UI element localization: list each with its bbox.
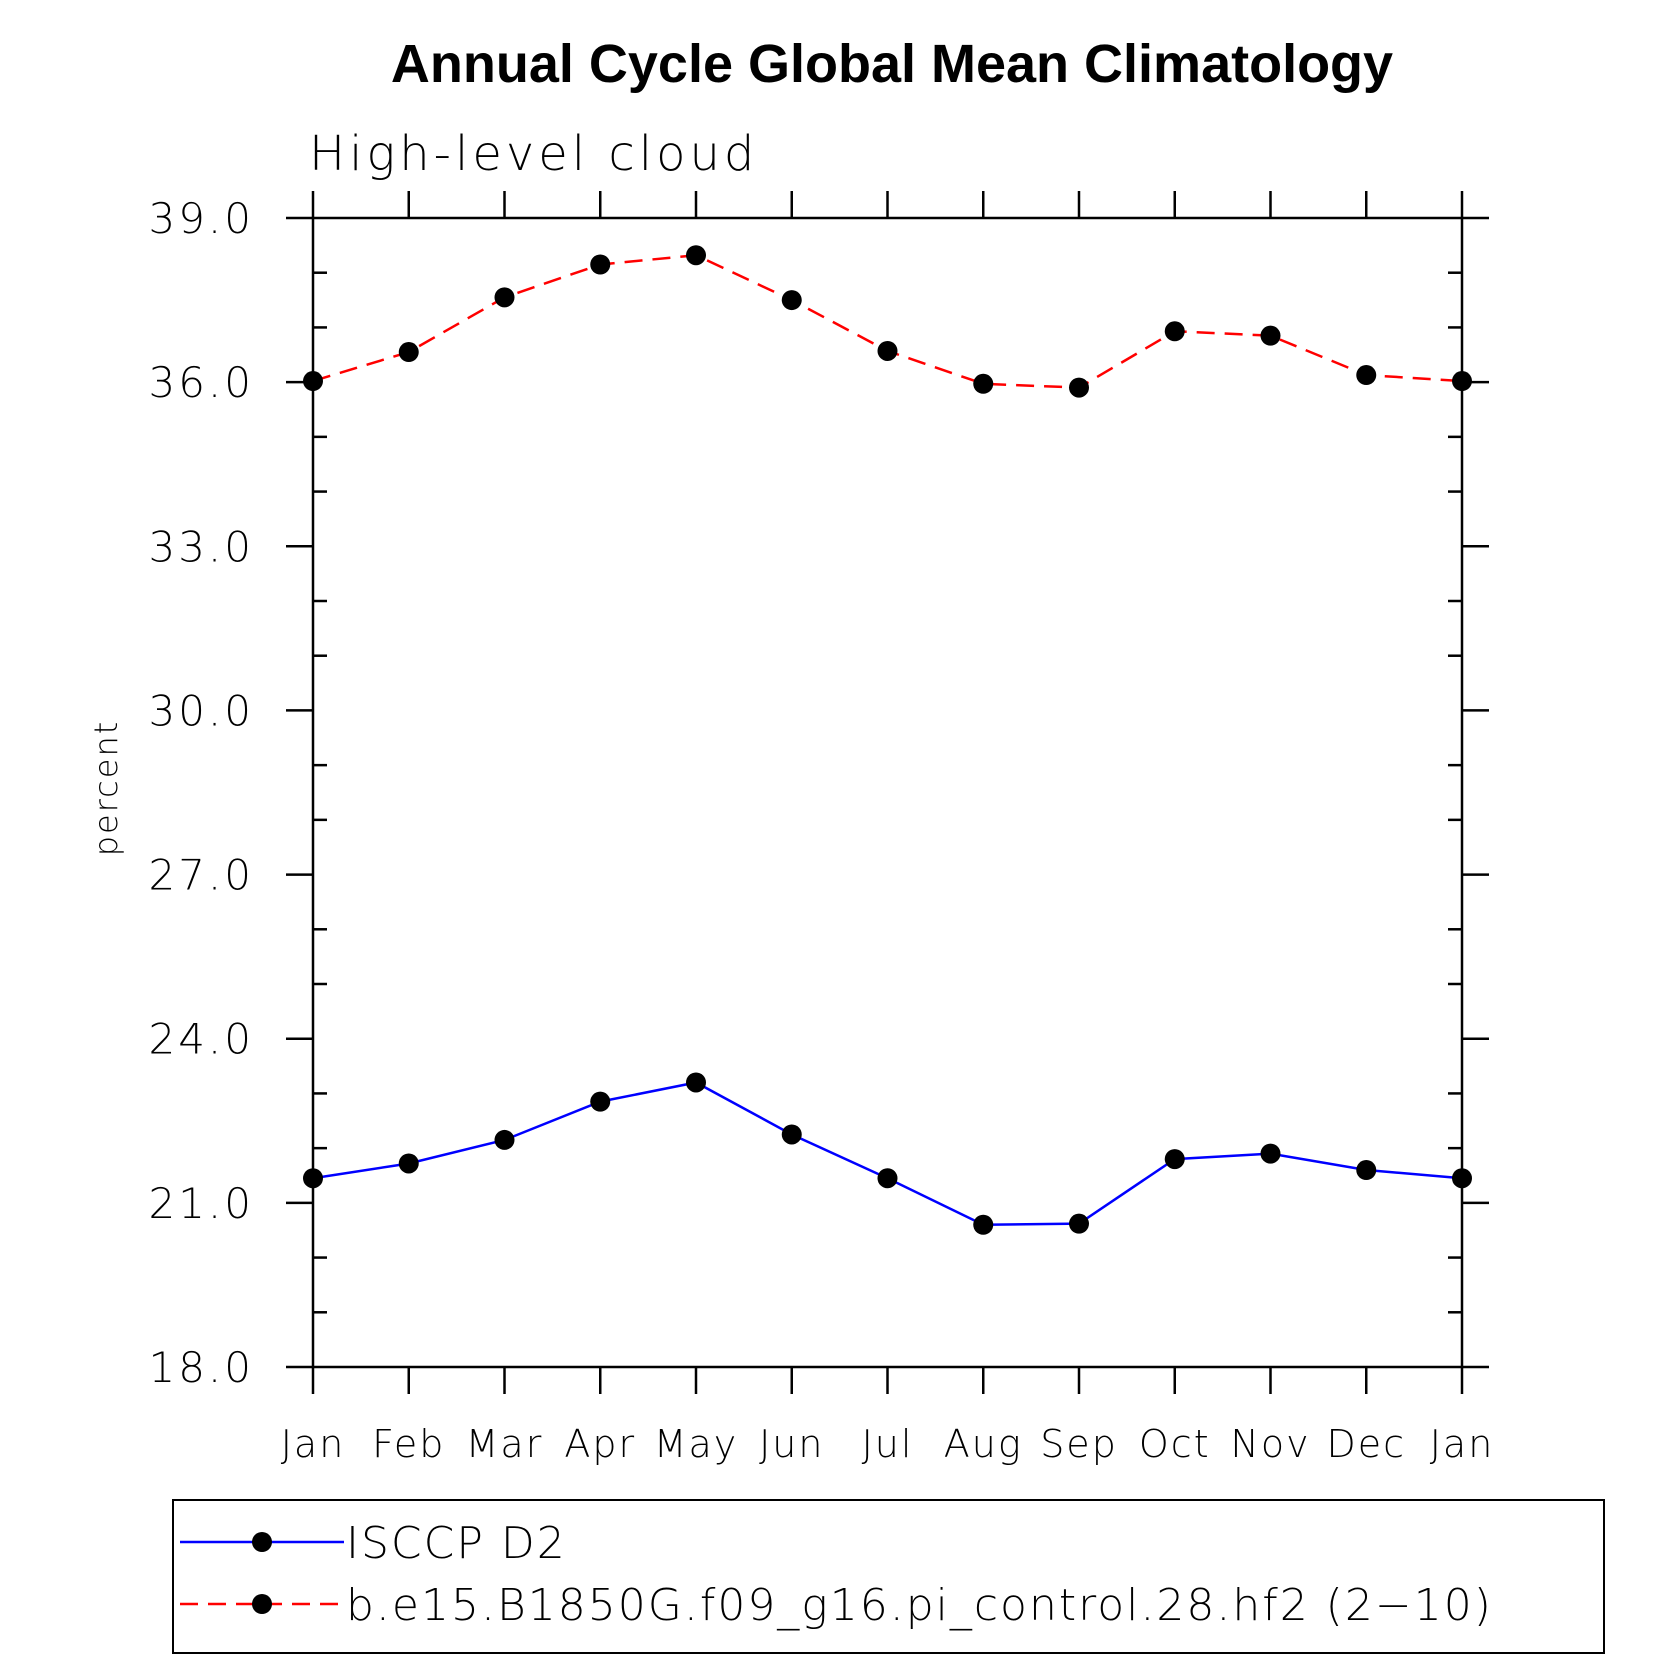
data-point <box>398 342 419 363</box>
series-layer <box>303 245 1472 1235</box>
data-point <box>494 1129 515 1150</box>
x-tick-label: Aug <box>944 1422 1023 1466</box>
legend-box <box>172 1499 1605 1654</box>
data-point <box>590 1091 611 1112</box>
data-point <box>973 1214 994 1235</box>
series-line <box>312 1081 1463 1226</box>
x-tick-label: Mar <box>466 1422 544 1466</box>
y-tick-label: 36.0 <box>148 358 254 407</box>
x-tick-label: Jan <box>281 1422 346 1466</box>
data-point <box>494 287 515 308</box>
data-point <box>877 340 898 361</box>
x-tick-labels: Jan Feb Mar Apr May Jun Jul Aug Sep Oct Nov Dec Jan <box>281 1422 1495 1466</box>
legend-entry: ISCCP D2 <box>180 1518 567 1569</box>
data-point <box>686 1072 706 1093</box>
series-line <box>312 253 1463 389</box>
y-tick-label: 18.0 <box>148 1343 254 1392</box>
x-tick-label: Sep <box>1040 1422 1118 1466</box>
data-point <box>303 371 323 392</box>
legend-marker <box>252 1594 272 1614</box>
data-point <box>973 373 994 394</box>
data-point <box>1260 1143 1281 1164</box>
series-1 <box>303 1072 1472 1235</box>
x-tick-label: Nov <box>1230 1422 1310 1466</box>
x-tick-label: Feb <box>372 1422 445 1466</box>
y-tick-label: 24.0 <box>148 1015 254 1064</box>
y-tick-label: 39.0 <box>148 194 254 243</box>
data-point <box>1164 1149 1185 1170</box>
data-point <box>1164 321 1185 342</box>
legend-entry: b.e15.B1850G.f09_g16.pi_control.28.hf2 (… <box>180 1580 1493 1631</box>
data-point <box>1069 1213 1089 1234</box>
x-tick-label: Jun <box>759 1422 824 1466</box>
data-point <box>303 1168 323 1189</box>
x-tick-label: Jan <box>1430 1422 1495 1466</box>
data-point <box>781 1124 802 1145</box>
chart-title: Annual Cycle Global Mean Climatology <box>391 34 1393 94</box>
chart-subtitle: High-level cloud <box>309 126 758 182</box>
data-point <box>1356 1160 1377 1181</box>
y-tick-labels: 18.0 21.0 24.0 27.0 30.0 33.0 36.0 39.0 <box>148 194 254 1392</box>
x-tick-label: Apr <box>564 1422 636 1466</box>
data-point <box>398 1153 419 1174</box>
data-point <box>1452 371 1472 392</box>
y-tick-label: 33.0 <box>148 522 254 571</box>
data-point <box>686 245 706 266</box>
data-point <box>1356 365 1377 386</box>
legend-marker <box>252 1532 272 1552</box>
data-point <box>781 290 802 311</box>
series-2 <box>303 245 1472 398</box>
data-point <box>1260 325 1281 346</box>
plot-frame <box>311 216 1464 1369</box>
y-axis-label: percent <box>87 720 125 857</box>
x-tick-label: Dec <box>1326 1422 1406 1466</box>
x-tick-label: Oct <box>1139 1422 1211 1466</box>
y-tick-label: 30.0 <box>148 686 254 735</box>
legend-entries: ISCCP D2 b.e15.B1850G.f09_g16.pi_control.… <box>180 1518 1493 1631</box>
x-tick-label: Jul <box>862 1422 914 1466</box>
x-tick-label: May <box>654 1422 739 1466</box>
data-point <box>1452 1168 1472 1189</box>
y-tick-label: 27.0 <box>148 851 254 900</box>
axis-ticks <box>286 191 1489 1394</box>
legend-label: b.e15.B1850G.f09_g16.pi_control.28.hf2 (… <box>346 1580 1493 1631</box>
data-point <box>877 1168 898 1189</box>
data-point <box>590 254 611 275</box>
data-point <box>1069 377 1089 398</box>
legend-label: ISCCP D2 <box>346 1518 567 1569</box>
legend: ISCCP D2 b.e15.B1850G.f09_g16.pi_control.… <box>172 1499 1605 1654</box>
y-tick-label: 21.0 <box>148 1179 254 1228</box>
